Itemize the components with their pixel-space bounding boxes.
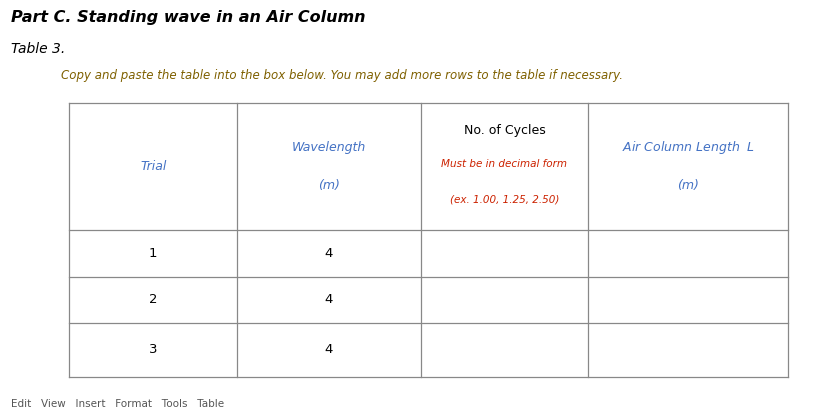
Text: (m): (m) [318,179,340,192]
Text: 3: 3 [149,343,158,357]
Text: Trial: Trial [140,160,167,173]
Text: Copy and paste the table into the box below. You may add more rows to the table : Copy and paste the table into the box be… [61,69,623,82]
Text: Air Column Length  $L$: Air Column Length $L$ [622,139,755,156]
Text: No. of Cycles: No. of Cycles [463,124,546,137]
Text: Table 3.: Table 3. [11,42,65,56]
Text: (ex. 1.00, 1.25, 2.50): (ex. 1.00, 1.25, 2.50) [450,194,559,204]
Text: 4: 4 [324,343,333,357]
Text: 2: 2 [149,293,158,306]
Text: (m): (m) [677,179,699,192]
Text: 1: 1 [149,247,158,260]
Text: Wavelength: Wavelength [292,141,366,154]
Text: Part C. Standing wave in an Air Column: Part C. Standing wave in an Air Column [11,10,365,26]
Text: 4: 4 [324,293,333,306]
Text: Edit   View   Insert   Format   Tools   Table: Edit View Insert Format Tools Table [11,398,224,409]
Text: 4: 4 [324,247,333,260]
Text: Must be in decimal form: Must be in decimal form [441,160,568,169]
